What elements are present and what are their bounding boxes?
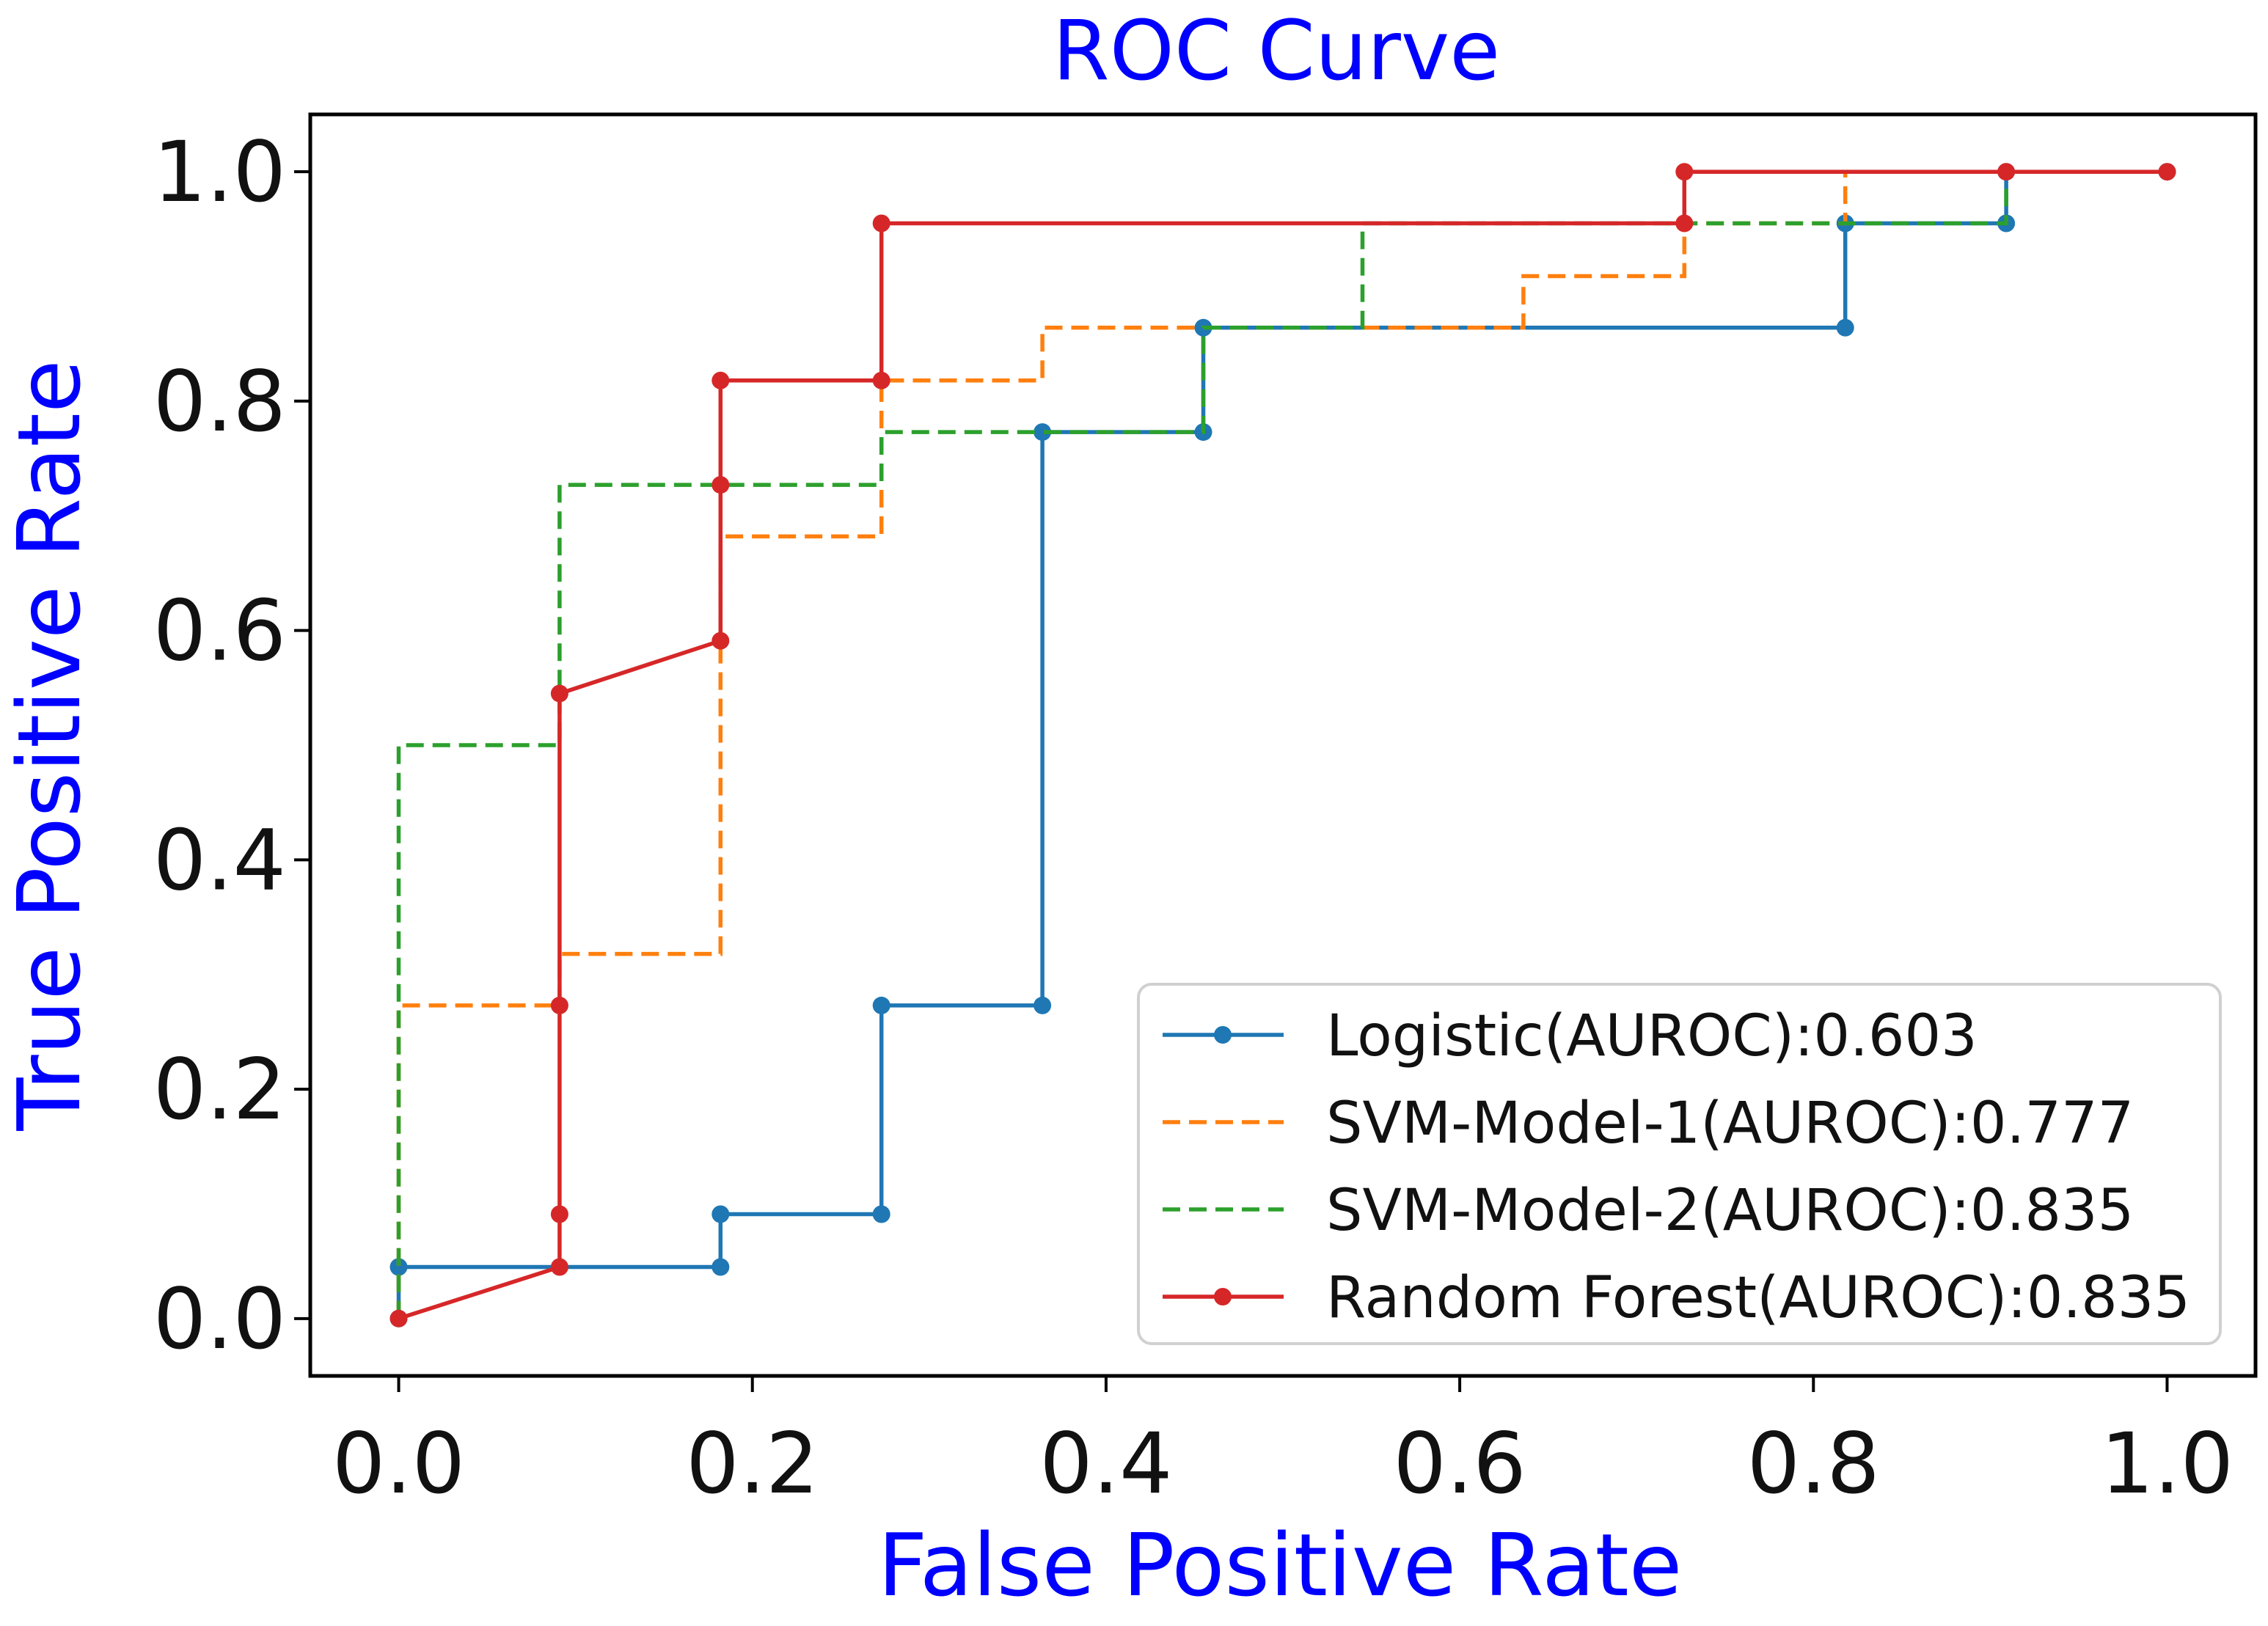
legend-item: Random Forest(AUROC):0.835 — [1163, 1265, 2190, 1331]
y-tick-label: 0.0 — [153, 1270, 286, 1368]
y-tick-label: 1.0 — [153, 123, 286, 221]
data-point — [550, 684, 568, 703]
legend-item: SVM-Model-2(AUROC):0.835 — [1163, 1178, 2134, 1244]
plot-frame — [308, 112, 2258, 1378]
series-line — [396, 169, 2168, 1319]
legend-label: SVM-Model-2(AUROC):0.835 — [1326, 1178, 2134, 1244]
x-tick-label: 0.6 — [1393, 1415, 1526, 1512]
data-point — [1675, 214, 1694, 232]
x-axis-label: False Positive Rate — [878, 1515, 1683, 1616]
legend-label: Logistic(AUROC):0.603 — [1326, 1003, 1978, 1069]
series-svm-model-2-auroc-0-835 — [396, 169, 2168, 1319]
data-point — [1675, 163, 1694, 181]
data-point — [1034, 423, 1052, 442]
data-point — [712, 476, 730, 494]
data-point — [712, 631, 730, 650]
data-point — [712, 371, 730, 389]
legend-label: Random Forest(AUROC):0.835 — [1326, 1265, 2190, 1331]
chart-title: ROC Curve — [1053, 4, 1500, 99]
y-tick-label: 0.6 — [153, 582, 286, 680]
y-tick-label: 0.8 — [153, 353, 286, 450]
x-tick-label: 0.0 — [332, 1415, 465, 1512]
legend-marker — [1214, 1026, 1232, 1044]
data-point — [872, 996, 890, 1014]
data-point — [2158, 163, 2176, 181]
axis-ticks: 0.0 0.2 0.4 0.6 0.8 1.0 0.0 0.2 0.4 0.6 0.8 1.0 — [153, 123, 2234, 1512]
data-point — [389, 1309, 408, 1327]
data-point — [872, 371, 890, 389]
data-point — [550, 1205, 568, 1223]
x-tick-label: 0.2 — [686, 1415, 819, 1512]
legend-item: SVM-Model-1(AUROC):0.777 — [1163, 1091, 2134, 1157]
y-axis-label: True Positive Rate — [0, 359, 100, 1131]
legend-marker — [1214, 1288, 1232, 1305]
data-point — [1034, 996, 1052, 1014]
legend-label: SVM-Model-1(AUROC):0.777 — [1326, 1091, 2134, 1157]
legend: Logistic(AUROC):0.603 SVM-Model-1(AUROC):… — [1137, 983, 2222, 1345]
data-point — [1836, 318, 1854, 337]
x-tick-label: 1.0 — [2101, 1415, 2234, 1512]
legend-item: Logistic(AUROC):0.603 — [1163, 1003, 1978, 1069]
data-point — [872, 1205, 890, 1223]
y-tick-label: 0.4 — [153, 811, 286, 909]
x-tick-label: 0.4 — [1039, 1415, 1172, 1512]
data-point — [389, 1258, 408, 1276]
plot-area: 0.0 0.2 0.4 0.6 0.8 1.0 0.0 0.2 0.4 0.6 0.8 1.0 Log… — [153, 112, 2258, 1512]
data-point — [1997, 163, 2016, 181]
data-point — [550, 996, 568, 1014]
x-tick-label: 0.8 — [1747, 1415, 1880, 1512]
data-point — [712, 1205, 730, 1223]
data-point — [872, 214, 890, 232]
data-point — [550, 1258, 568, 1276]
series-random-forest-auroc-0-835 — [389, 163, 2176, 1327]
legend-box — [1137, 983, 2222, 1345]
data-point — [712, 1258, 730, 1276]
series-layer — [389, 163, 2176, 1327]
y-tick-label: 0.2 — [153, 1041, 286, 1138]
